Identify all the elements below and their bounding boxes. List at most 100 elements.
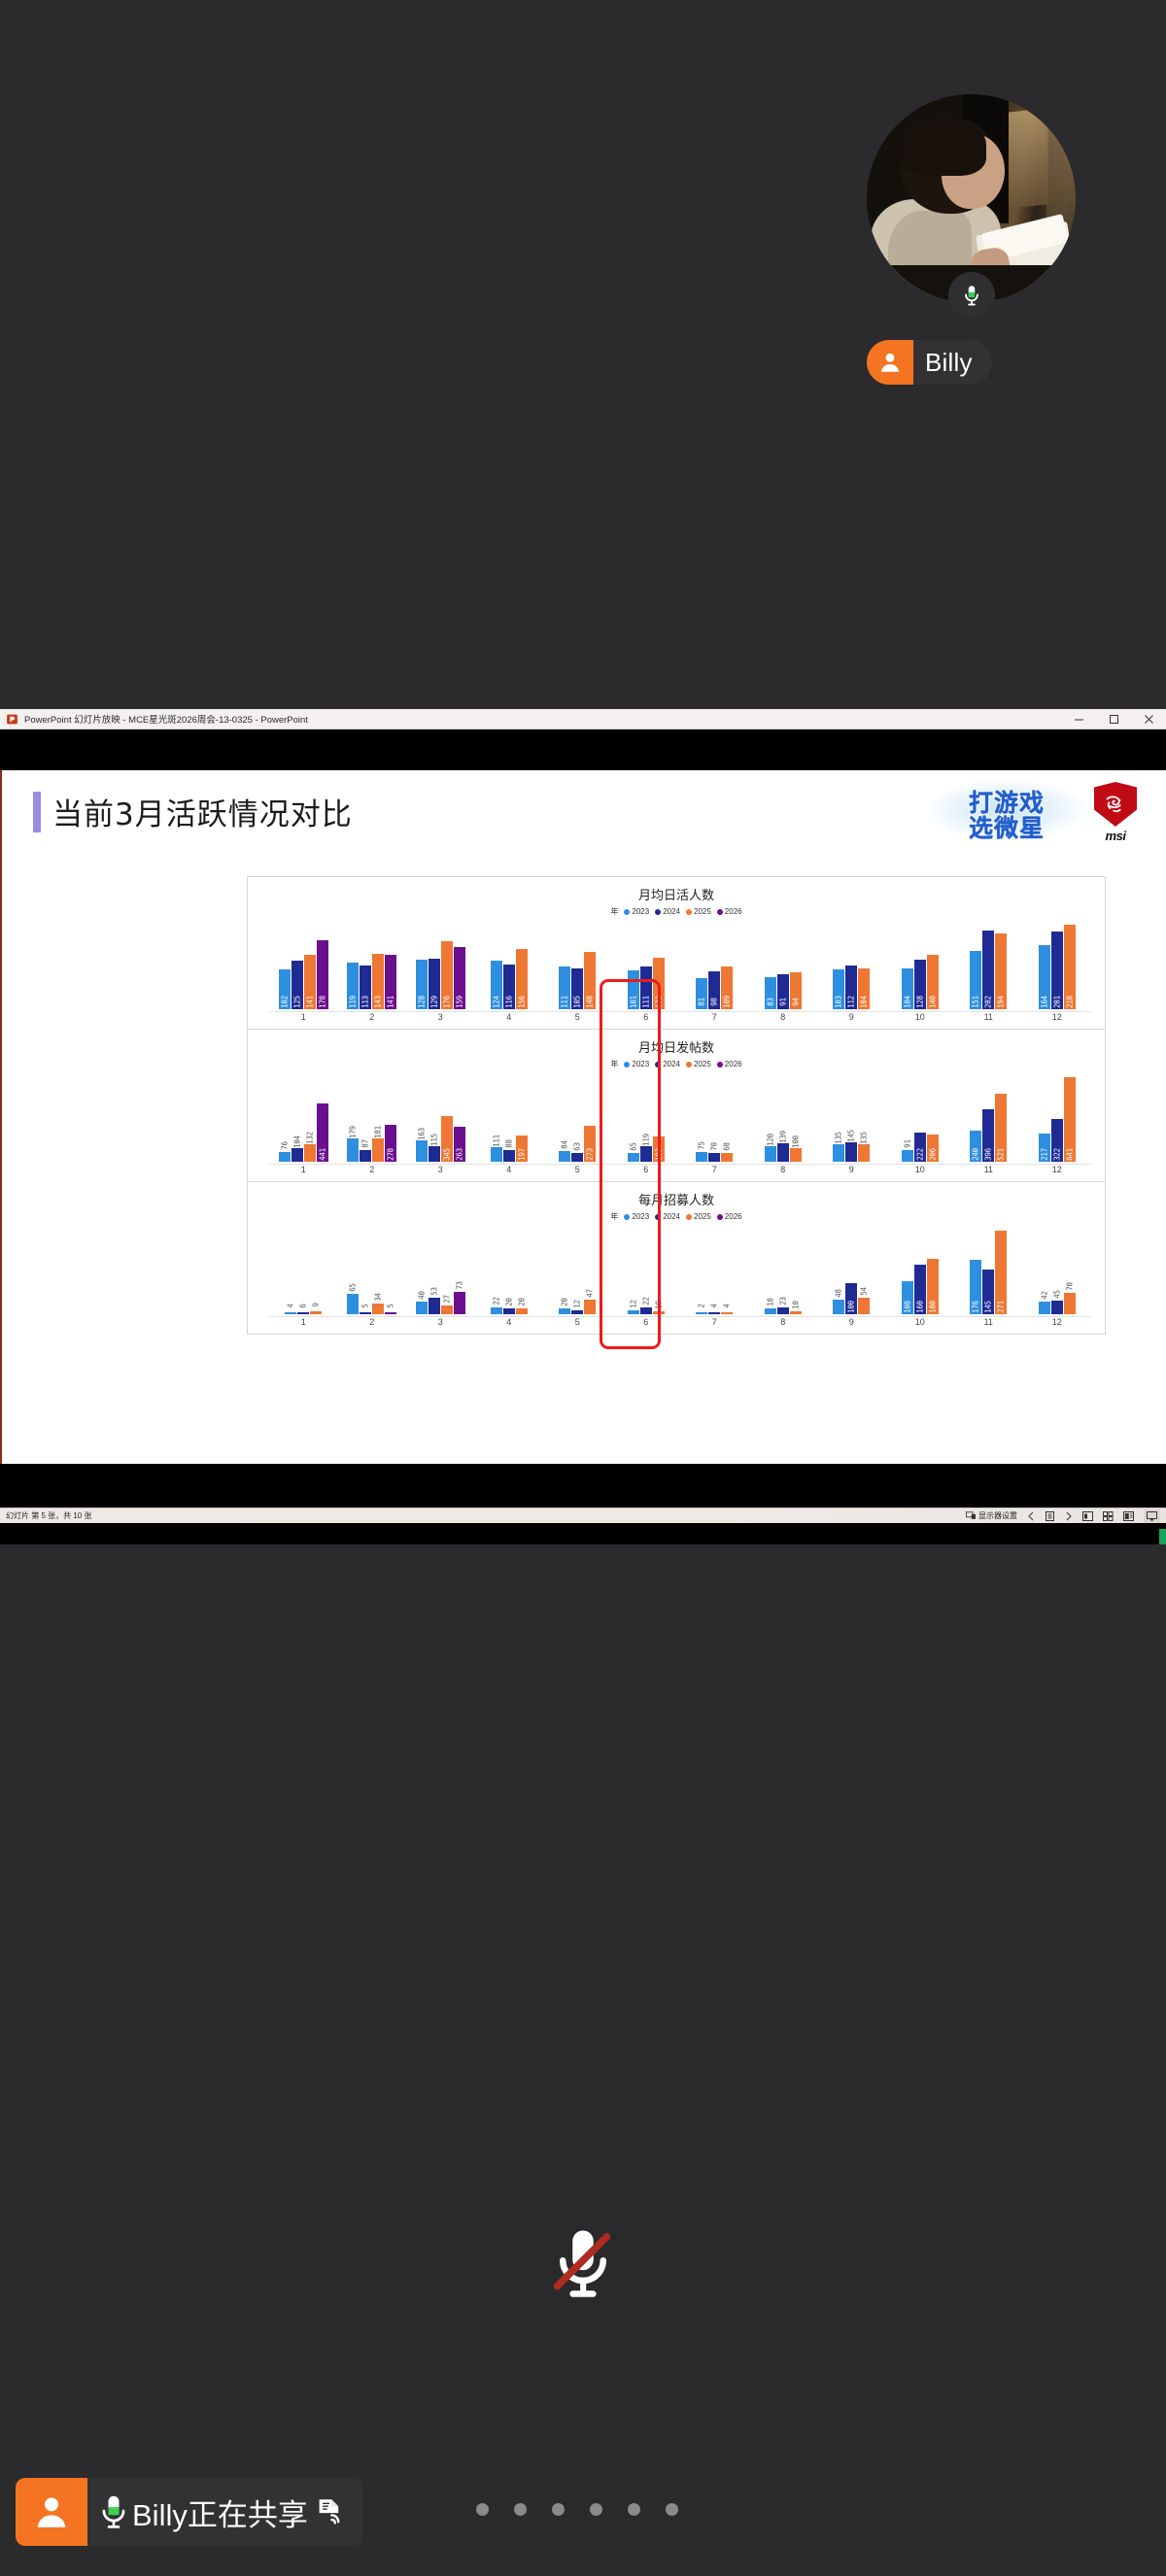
bar[interactable]: 5 <box>360 1304 372 1314</box>
bar[interactable]: 84 <box>559 1140 571 1162</box>
bar-group[interactable]: 40 53 27 73 <box>406 1225 475 1314</box>
bar[interactable]: 197 <box>515 1135 528 1162</box>
bar-group[interactable]: 111 105 148 <box>543 920 612 1009</box>
bar[interactable]: 159 <box>453 947 465 1009</box>
bar[interactable]: 68 <box>721 1142 734 1162</box>
bar-group[interactable]: 65 119 193 <box>612 1072 681 1162</box>
bar[interactable]: 113 <box>360 965 372 1009</box>
close-button[interactable] <box>1131 709 1166 729</box>
bar-group[interactable]: 151 202 194 <box>954 920 1023 1009</box>
slide-canvas[interactable]: 当前3月活跃情况对比 打游戏 选微星 <box>0 770 1166 1464</box>
bar[interactable]: 101 <box>627 969 639 1009</box>
bar[interactable]: 83 <box>764 976 776 1009</box>
bar[interactable]: 141 <box>385 954 397 1009</box>
normal-view-icon[interactable] <box>1144 1508 1160 1523</box>
bar[interactable]: 176 <box>440 940 453 1009</box>
bar[interactable]: 139 <box>776 1131 789 1162</box>
bar[interactable]: 151 <box>970 950 982 1009</box>
bar[interactable]: 163 <box>415 1128 428 1162</box>
bar[interactable]: 217 <box>1038 1133 1050 1162</box>
bar[interactable]: 119 <box>347 963 360 1009</box>
bar[interactable]: 201 <box>1050 931 1063 1009</box>
bar-group[interactable]: 108 160 180 <box>886 1225 955 1314</box>
bar[interactable]: 160 <box>913 1265 926 1314</box>
bar-group[interactable]: 103 112 104 <box>817 920 886 1009</box>
bar[interactable]: 100 <box>845 1283 858 1314</box>
legend-item[interactable]: 2025 <box>686 1060 711 1068</box>
bar-group[interactable]: 75 70 68 <box>680 1072 749 1162</box>
maximize-button[interactable] <box>1096 709 1131 729</box>
bar[interactable]: 53 <box>428 1287 440 1314</box>
legend-item[interactable]: 2023 <box>624 907 649 916</box>
bar-group[interactable]: 18 23 10 <box>749 1225 818 1314</box>
bar[interactable]: 140 <box>926 955 939 1009</box>
bar[interactable]: 132 <box>652 958 665 1009</box>
bar[interactable]: 263 <box>453 1127 465 1162</box>
bar[interactable]: 65 <box>627 1143 639 1162</box>
bar-group[interactable]: 83 91 94 <box>749 920 818 1009</box>
bar-group[interactable]: 240 396 521 <box>954 1072 1023 1162</box>
bar-group[interactable]: 84 63 273 <box>543 1072 612 1162</box>
page-dot[interactable] <box>552 2503 565 2516</box>
bar[interactable]: 27 <box>440 1296 453 1314</box>
bar[interactable]: 111 <box>490 1135 502 1162</box>
bar[interactable]: 65 <box>347 1284 360 1314</box>
bar[interactable]: 109 <box>721 966 734 1009</box>
bar[interactable]: 54 <box>858 1287 871 1314</box>
bar[interactable]: 4 <box>721 1304 734 1314</box>
bar[interactable]: 202 <box>982 931 995 1009</box>
bar[interactable]: 322 <box>1050 1119 1063 1162</box>
bar[interactable]: 104 <box>858 968 871 1009</box>
legend-item[interactable]: 2025 <box>686 1212 711 1221</box>
legend-item[interactable]: 2024 <box>655 1060 680 1068</box>
page-dot[interactable] <box>514 2503 527 2516</box>
bar-group[interactable]: 176 145 271 <box>954 1225 1023 1314</box>
bar-group[interactable]: 120 139 100 <box>749 1072 818 1162</box>
next-slide-button[interactable] <box>1064 1511 1073 1521</box>
presenter-view-icon[interactable] <box>1123 1510 1134 1521</box>
bar-group[interactable]: 12 22 10 <box>612 1225 681 1314</box>
bar[interactable]: 105 <box>571 968 584 1009</box>
bar[interactable]: 104 <box>901 968 913 1009</box>
bar[interactable]: 145 <box>845 1131 858 1162</box>
bar[interactable]: 20 <box>559 1298 571 1314</box>
slide-sorter-icon[interactable] <box>1103 1510 1114 1521</box>
bar[interactable]: 345 <box>440 1116 453 1162</box>
bar[interactable]: 111 <box>559 966 571 1009</box>
bar[interactable]: 34 <box>372 1294 385 1314</box>
bar[interactable]: 6 <box>297 1304 310 1314</box>
bar[interactable]: 141 <box>303 954 316 1009</box>
mute-toggle-button[interactable] <box>505 2187 661 2343</box>
bar[interactable]: 81 <box>696 977 708 1009</box>
bar[interactable]: 164 <box>1038 945 1050 1009</box>
bar-group[interactable]: 65 5 34 5 <box>338 1225 407 1314</box>
legend-item[interactable]: 2026 <box>716 1212 742 1221</box>
bar[interactable]: 4 <box>285 1304 297 1314</box>
bar[interactable]: 124 <box>490 961 502 1009</box>
bar-group[interactable]: 111 88 197 <box>475 1072 544 1162</box>
bar[interactable]: 12 <box>571 1300 584 1314</box>
bar[interactable]: 88 <box>502 1139 515 1162</box>
bar-group[interactable]: 42 45 70 <box>1023 1225 1092 1314</box>
bar[interactable]: 135 <box>858 1132 871 1162</box>
bar[interactable]: 112 <box>845 966 858 1009</box>
bar[interactable]: 193 <box>652 1135 665 1162</box>
bar[interactable]: 70 <box>708 1142 721 1162</box>
bar[interactable]: 91 <box>776 973 789 1009</box>
bar[interactable]: 104 <box>291 1135 303 1162</box>
bar[interactable]: 240 <box>970 1130 982 1162</box>
bar[interactable]: 128 <box>415 959 428 1009</box>
bar-group[interactable]: 124 116 156 <box>475 920 544 1009</box>
bar[interactable]: 278 <box>385 1125 397 1162</box>
bar[interactable]: 143 <box>372 953 385 1009</box>
bar[interactable]: 111 <box>639 966 652 1009</box>
bar-group[interactable]: 91 222 206 <box>886 1072 955 1162</box>
bar[interactable]: 115 <box>428 1135 440 1162</box>
slide-menu-icon[interactable] <box>1046 1510 1054 1521</box>
bar[interactable]: 129 <box>428 959 440 1009</box>
bar[interactable]: 94 <box>789 972 802 1009</box>
bar[interactable]: 47 <box>584 1289 597 1314</box>
bar[interactable]: 148 <box>584 951 597 1009</box>
bar-group[interactable]: 104 128 140 <box>886 920 955 1009</box>
